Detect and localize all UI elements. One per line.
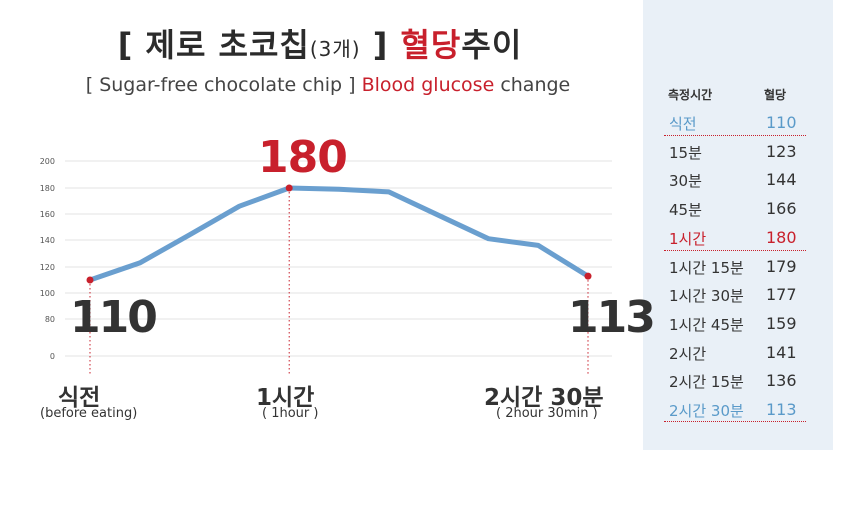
table-header-value: 혈당 (764, 88, 787, 102)
table-divider (664, 421, 806, 422)
table-cell-value: 159 (766, 313, 797, 333)
y-tick-label: 200 (40, 157, 55, 166)
table-cell-time: 1시간 45분 (669, 315, 744, 334)
title-close: ] (360, 26, 389, 64)
chart-subtitle: [ Sugar-free chocolate chip ] Blood gluc… (0, 74, 656, 96)
table-cell-value: 141 (766, 342, 797, 362)
table-cell-value: 113 (766, 400, 797, 419)
table-cell-time: 1시간 30분 (669, 287, 744, 306)
title-text: [ 제로 초코칩 (117, 26, 310, 64)
table-cell-value: 144 (766, 170, 797, 190)
table-cell-time: 1시간 15분 (669, 258, 744, 277)
data-point-marker (584, 272, 592, 280)
y-tick-label: 0 (50, 352, 55, 361)
table-divider (664, 135, 806, 136)
y-tick-label: 140 (40, 236, 55, 245)
table-cell-time: 45분 (669, 201, 702, 220)
title-count: (3개) (309, 37, 361, 61)
y-tick-label: 120 (40, 263, 55, 272)
table-cell-time: 2시간 15분 (669, 373, 744, 392)
table-cell-time: 식전 (669, 115, 697, 133)
table-cell-value: 180 (766, 227, 797, 247)
table-cell-value: 110 (766, 113, 797, 132)
y-tick-label: 80 (45, 315, 55, 324)
value-label-peak: 180 (258, 132, 348, 183)
x-label-before: 식전 (58, 385, 101, 411)
table-cell-value: 166 (766, 199, 797, 219)
table-cell-value: 123 (766, 141, 797, 161)
data-table-panel (643, 0, 833, 450)
y-tick-label: 160 (40, 210, 55, 219)
x-sublabel-2h30: ( 2hour 30min ) (496, 406, 598, 421)
x-sublabel-before: (before eating) (40, 406, 138, 421)
table-cell-time: 1시간 (669, 229, 707, 248)
chart-title: [ 제로 초코칩(3개) ] 혈당추이 (0, 20, 640, 66)
title-rest: 추이 (461, 26, 523, 64)
table-cell-time: 2시간 (669, 344, 707, 363)
data-point-marker (285, 184, 293, 192)
table-cell-time: 15분 (669, 143, 702, 162)
series-line (87, 185, 591, 283)
line-chart: 0 80 100 120 140 160 180 200 (40, 157, 612, 375)
value-label-end: 113 (568, 292, 656, 343)
table-cell-value: 179 (766, 256, 797, 276)
table-cell-value: 177 (766, 285, 797, 305)
title-highlight: 혈당 (388, 26, 462, 64)
subtitle-rest: change (494, 74, 571, 96)
table-header-time: 측정시간 (668, 88, 713, 102)
table-cell-value: 136 (766, 371, 797, 391)
value-label-before: 110 (70, 292, 158, 343)
table-cell-time: 30분 (669, 172, 702, 191)
y-tick-label: 100 (40, 289, 55, 298)
x-label-2h30: 2시간 30분 (484, 385, 604, 411)
table-divider (664, 250, 806, 251)
data-point-marker (86, 276, 94, 284)
subtitle-highlight: Blood glucose (355, 74, 495, 96)
subtitle-text: [ Sugar-free chocolate chip ] (85, 74, 356, 96)
table-cell-time: 2시간 30분 (669, 402, 744, 420)
x-sublabel-1hour: ( 1hour ) (262, 406, 319, 421)
x-label-1hour: 1시간 (256, 385, 315, 411)
y-tick-label: 180 (40, 184, 55, 193)
